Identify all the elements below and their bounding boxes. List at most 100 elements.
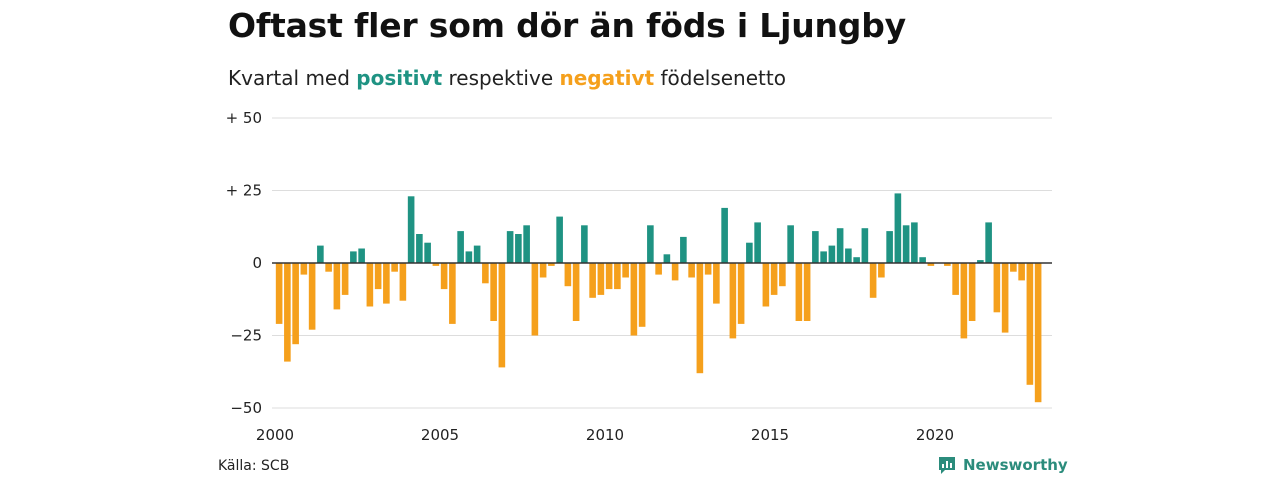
bar <box>407 196 415 263</box>
bar <box>572 263 580 321</box>
bar <box>770 263 778 295</box>
bar <box>993 263 1001 313</box>
bar <box>292 263 299 345</box>
bar <box>531 263 539 336</box>
bar <box>317 245 324 263</box>
bar <box>754 222 761 263</box>
bar <box>655 263 662 275</box>
bar <box>836 228 844 263</box>
bar <box>1034 263 1042 403</box>
bar <box>449 263 456 324</box>
bar <box>911 222 918 263</box>
bar <box>828 245 836 263</box>
bar <box>977 260 984 263</box>
bar <box>894 193 902 263</box>
bar <box>985 222 992 263</box>
bar <box>465 251 473 263</box>
bar <box>275 263 283 324</box>
bar <box>688 263 695 278</box>
bar <box>878 263 885 278</box>
bar <box>729 263 737 339</box>
bar <box>1001 263 1009 333</box>
bar <box>927 263 935 266</box>
bar <box>432 263 440 266</box>
bar <box>968 263 976 321</box>
bar <box>548 263 555 266</box>
bar <box>457 231 464 263</box>
bar <box>374 263 382 290</box>
x-tick-label: 2015 <box>751 426 789 444</box>
y-tick-label: −50 <box>230 399 262 417</box>
subtitle-suffix: födelsenetto <box>660 66 786 90</box>
x-tick-label: 2000 <box>256 426 294 444</box>
bar <box>341 263 349 295</box>
bar <box>391 263 398 272</box>
bar <box>506 231 514 263</box>
bar <box>746 242 753 263</box>
bar <box>952 263 959 295</box>
bar-chart: + 50 + 25 0 −25 −50 2000 2005 2010 2015 2020 <box>226 109 1052 444</box>
x-tick-label: 2010 <box>586 426 624 444</box>
x-tick-label: 2005 <box>421 426 459 444</box>
y-tick-label: 0 <box>252 254 262 272</box>
bar <box>762 263 770 307</box>
bar <box>358 248 365 263</box>
bar <box>308 263 316 330</box>
bar <box>869 263 877 298</box>
bar <box>630 263 638 336</box>
bar <box>803 263 811 321</box>
bar <box>399 263 407 301</box>
bar <box>515 234 522 263</box>
bar <box>787 225 794 263</box>
bar <box>622 263 629 278</box>
bar <box>498 263 506 368</box>
bar <box>416 234 423 263</box>
bar <box>853 257 860 263</box>
bar <box>1018 263 1025 281</box>
bar <box>366 263 374 307</box>
bar <box>944 263 951 266</box>
bar <box>671 263 679 281</box>
bar <box>713 263 720 304</box>
bar <box>424 242 431 263</box>
y-tick-label: −25 <box>230 327 262 345</box>
bar <box>605 263 613 290</box>
bar <box>647 225 654 263</box>
bar <box>737 263 745 324</box>
bar <box>383 263 390 304</box>
chart-subtitle: Kvartal med positivt respektive negativt… <box>228 66 786 90</box>
bar <box>1026 263 1034 385</box>
bar <box>490 263 497 321</box>
newsworthy-logo: Newsworthy <box>937 455 1068 475</box>
bar <box>440 263 448 290</box>
subtitle-positive-word: positivt <box>356 66 443 90</box>
bar <box>919 257 926 263</box>
bar <box>564 263 572 287</box>
subtitle-middle: respektive <box>448 66 554 90</box>
bar <box>795 263 803 321</box>
bar <box>960 263 968 339</box>
bar <box>473 245 481 263</box>
subtitle-prefix: Kvartal med <box>228 66 350 90</box>
bar <box>663 254 671 263</box>
bar <box>556 216 563 263</box>
y-tick-label: + 50 <box>226 109 262 127</box>
bar <box>704 263 712 275</box>
bar <box>284 263 291 362</box>
bar <box>721 207 728 263</box>
bar <box>680 236 687 263</box>
bar <box>614 263 621 290</box>
bar <box>886 231 893 263</box>
newsworthy-logo-text: Newsworthy <box>963 456 1068 474</box>
source-note: Källa: SCB <box>218 458 290 474</box>
bar <box>333 263 341 310</box>
bar <box>300 263 308 275</box>
bar <box>597 263 605 295</box>
bar <box>820 251 827 263</box>
bar <box>581 225 588 263</box>
bar <box>861 228 869 263</box>
bar <box>350 251 357 263</box>
chart-title: Oftast fler som dör än föds i Ljungby <box>228 6 906 45</box>
bar <box>482 263 489 284</box>
bar <box>523 225 530 263</box>
